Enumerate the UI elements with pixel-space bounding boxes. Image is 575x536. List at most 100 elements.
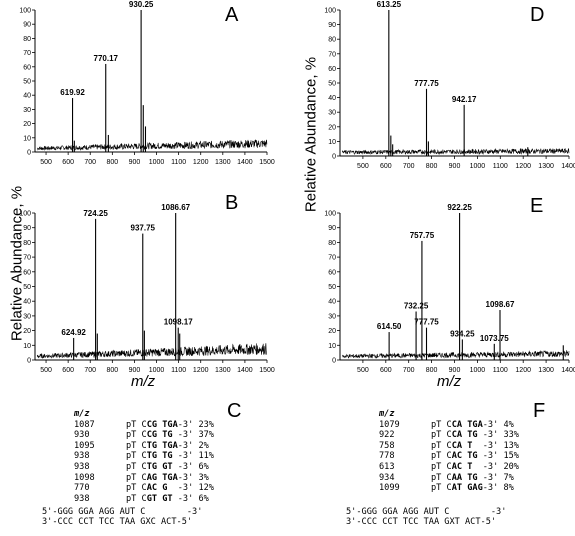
panel-letter-a: A [225, 4, 239, 26]
y-tick-label-b: 90 [23, 225, 31, 232]
y-tick-label-e: 20 [328, 328, 336, 335]
sequence-end: -3' [177, 472, 194, 483]
x-tick-label-e: 700 [403, 367, 415, 374]
y-tick-label-e: 10 [328, 343, 336, 350]
x-tick-label-d: 500 [357, 163, 369, 170]
sequence-prefix: pT C [126, 493, 147, 504]
percentage: 3% [193, 472, 209, 483]
duplex-top-c: 5'-GGG GGA AGG AUT C -3' [42, 507, 203, 517]
peak-label-b: 624.92 [61, 328, 86, 337]
sequence-end: -3' [172, 493, 194, 504]
sequence-prefix: pT C [431, 440, 452, 451]
peak-label-e: 732.25 [404, 301, 429, 310]
table-row: 930 pT CCG TG -3' 37% [74, 430, 214, 441]
spectrum-panel-e: 0 10 20 30 40 50 60 70 80 90 100 500 600 700 800 900 100… [324, 203, 575, 374]
x-tick-label-b: 1000 [149, 367, 165, 374]
mz-value: 1098 [74, 472, 95, 483]
sequence-prefix: pT C [126, 451, 147, 462]
sequence-prefix: pT C [126, 419, 147, 430]
percentage: 4% [498, 419, 514, 430]
mz-value: 938 [74, 451, 90, 462]
peak-label-b: 937.75 [131, 224, 156, 233]
x-tick-label-b: 1200 [193, 367, 209, 374]
x-tick-label-a: 1100 [171, 159, 186, 166]
mz-value: 770 [74, 483, 90, 494]
sequence-prefix: pT C [126, 440, 147, 451]
x-tick-label-b: 800 [106, 367, 118, 374]
y-tick-label-b: 100 [19, 211, 31, 218]
y-tick-label-e: 90 [328, 225, 336, 232]
sequence-bold: TG TG [146, 451, 173, 462]
y-axis-title-right: Relative Abundance, % [302, 56, 320, 213]
sequence-end: -3' [172, 430, 194, 441]
mz-value: 613 [379, 461, 395, 472]
sequence-end: -3' [472, 461, 499, 472]
peak-label-d: 613.25 [377, 0, 402, 9]
x-tick-label-a: 1500 [259, 159, 275, 166]
x-axis-title-left: m/z [131, 373, 156, 390]
peak-label-e: 1073.75 [480, 334, 509, 343]
y-tick-label-a: 40 [23, 93, 31, 100]
baseline-trace-d [342, 147, 570, 156]
sequence-end: -3' [172, 451, 194, 462]
sequence-bold: CG TG [146, 430, 173, 441]
y-tick-label-e: 40 [328, 299, 336, 306]
percentage: 2% [193, 440, 209, 451]
mz-value: 778 [379, 451, 395, 462]
y-tick-label-d: 20 [328, 124, 336, 131]
y-tick-label-e: 80 [328, 240, 336, 247]
peak-label-a: 770.17 [94, 54, 119, 63]
sequence-prefix: pT C [431, 483, 452, 494]
percentage: 33% [498, 430, 519, 441]
table-row: 922 pT CCA TG -3' 33% [379, 430, 519, 441]
fragment-table-c: m/z 1087 pT CCG TGA-3' 23% 930 pT CCG TG -3'… [74, 409, 214, 504]
x-tick-label-a: 1300 [215, 159, 231, 166]
peak-label-e: 1098.67 [486, 300, 515, 309]
x-tick-label-e: 1000 [470, 367, 486, 374]
sequence-prefix: pT C [431, 472, 452, 483]
x-tick-label-e: 500 [357, 367, 369, 374]
panel-letter-c: C [227, 400, 242, 422]
y-tick-label-a: 10 [23, 135, 31, 142]
sequence-bold: CA T [451, 440, 473, 451]
sequence-bold: GT GT [146, 493, 173, 504]
x-tick-label-e: 1400 [561, 367, 575, 374]
mz-value: 1095 [74, 440, 95, 451]
peak-label-e: 777.75 [414, 318, 439, 327]
sequence-prefix: pT C [126, 461, 147, 472]
x-tick-label-d: 600 [380, 163, 392, 170]
y-tick-label-e: 30 [328, 313, 336, 320]
sequence-end: -3' [172, 461, 194, 472]
x-tick-label-a: 800 [106, 159, 118, 166]
sequence-end: -3' [477, 472, 499, 483]
table-row: 1098 pT CAG TGA-3' 3% [74, 473, 214, 484]
spectrum-panel-b: 0 10 20 30 40 50 60 70 80 90 100 500 600 700 800 900 100… [19, 203, 275, 374]
spectrum-panel-a: 0 10 20 30 40 50 60 70 80 90 100 500 600 700 800 900 100… [19, 0, 275, 166]
x-tick-label-b: 1300 [215, 367, 231, 374]
mz-value: 938 [74, 461, 90, 472]
baseline-trace-e [342, 349, 570, 359]
x-tick-label-a: 1000 [149, 159, 165, 166]
x-tick-label-d: 900 [449, 163, 461, 170]
y-tick-label-e: 50 [328, 284, 336, 291]
y-tick-label-d: 0 [332, 154, 336, 161]
y-tick-label-a: 90 [23, 22, 31, 29]
peak-label-a: 930.25 [129, 0, 154, 9]
sequence-bold: CA TG [451, 430, 478, 441]
sequence-end: -3' [472, 440, 499, 451]
x-tick-label-d: 1000 [470, 163, 486, 170]
x-tick-label-d: 800 [426, 163, 438, 170]
x-tick-label-e: 800 [426, 367, 438, 374]
sequence-bold: AA TG [451, 472, 478, 483]
sequence-prefix: pT C [431, 451, 452, 462]
percentage: 7% [498, 472, 514, 483]
percentage: 37% [193, 430, 214, 441]
y-tick-label-b: 0 [27, 358, 31, 365]
y-tick-label-d: 10 [328, 139, 336, 146]
mz-value: 1079 [379, 419, 400, 430]
y-tick-label-d: 60 [328, 66, 336, 73]
percentage: 6% [193, 493, 209, 504]
panel-letter-d: D [530, 4, 545, 26]
x-tick-label-e: 900 [449, 367, 461, 374]
baseline-trace-a [36, 139, 268, 151]
